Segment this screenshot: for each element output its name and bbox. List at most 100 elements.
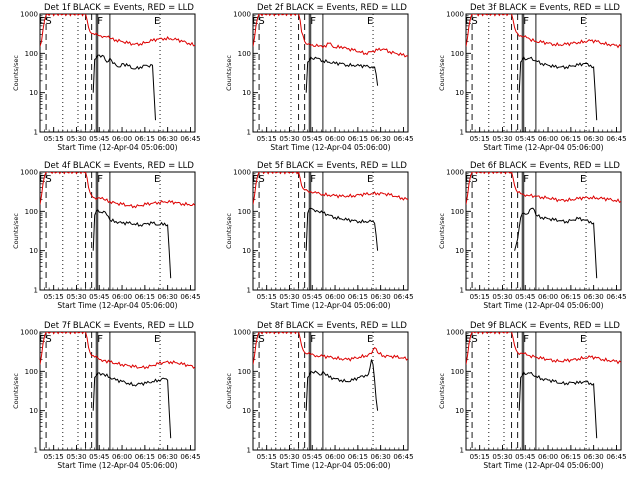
y-tick-label: 1000 xyxy=(20,11,38,19)
detector-panel-8: Det 8f BLACK = Events, RED = LLD 1 10 100 10… xyxy=(225,321,414,470)
x-tick-label: 05:45 xyxy=(515,453,535,461)
panel-title: Det 2f BLACK = Events, RED = LLD xyxy=(257,3,407,13)
y-tick-label: 10 xyxy=(455,247,464,255)
panel-title: Det 9f BLACK = Events, RED = LLD xyxy=(470,321,620,331)
x-tick-label: 05:45 xyxy=(89,135,109,143)
events-series-line xyxy=(305,207,379,251)
panel-title: Det 4f BLACK = Events, RED = LLD xyxy=(44,161,194,171)
x-tick-label: 05:45 xyxy=(515,293,535,301)
y-tick-label: 1 xyxy=(247,447,251,455)
y-axis-label: Counts/sec xyxy=(12,373,20,409)
plot-frame xyxy=(465,171,622,291)
y-tick-label: 100 xyxy=(451,368,464,376)
y-axis-label: Counts/sec xyxy=(225,373,233,409)
y-tick-label: 100 xyxy=(25,50,38,58)
plot-frame xyxy=(252,171,409,291)
x-tick-label: 06:15 xyxy=(348,293,368,301)
y-axis-label: Counts/sec xyxy=(225,213,233,249)
lld-series-line xyxy=(466,14,621,49)
marker-label-f: F xyxy=(97,334,103,345)
y-tick-label: 1 xyxy=(460,287,464,295)
x-tick-label: 06:30 xyxy=(158,135,178,143)
events-series-line xyxy=(305,359,379,411)
x-axis-label: Start Time (12-Apr-04 05:06:00) xyxy=(270,143,390,152)
x-tick-label: 06:00 xyxy=(112,293,132,301)
detector-panel-3: Det 3f BLACK = Events, RED = LLD 1 10 100 10… xyxy=(438,3,627,152)
x-tick-label: 05:15 xyxy=(44,135,64,143)
y-tick-label: 10 xyxy=(29,247,38,255)
lld-series-line xyxy=(253,14,408,58)
x-tick-label: 05:15 xyxy=(44,293,64,301)
marker-label-es: ES xyxy=(252,174,265,185)
x-tick-label: 06:15 xyxy=(348,453,368,461)
marker-label-e: E xyxy=(154,16,160,27)
marker-label-f: F xyxy=(523,334,529,345)
y-tick-label: 100 xyxy=(25,368,38,376)
marker-label-es: ES xyxy=(252,334,265,345)
x-tick-label: 06:30 xyxy=(158,293,178,301)
x-tick-label: 06:45 xyxy=(606,293,626,301)
plot-frame xyxy=(465,331,622,451)
y-tick-label: 1000 xyxy=(233,169,251,177)
x-tick-label: 05:30 xyxy=(492,293,512,301)
y-axis-label: Counts/sec xyxy=(225,55,233,91)
plot-frame xyxy=(465,13,622,133)
y-tick-label: 1 xyxy=(460,129,464,137)
x-tick-label: 06:00 xyxy=(112,453,132,461)
y-tick-label: 1 xyxy=(34,287,38,295)
y-tick-label: 1000 xyxy=(20,169,38,177)
y-tick-label: 1000 xyxy=(446,329,464,337)
x-tick-label: 05:30 xyxy=(66,135,86,143)
x-axis-label: Start Time (12-Apr-04 05:06:00) xyxy=(483,143,603,152)
lld-series-line xyxy=(253,332,408,365)
detector-panel-6: Det 6f BLACK = Events, RED = LLD 1 10 100 10… xyxy=(438,161,627,310)
panel-title: Det 1f BLACK = Events, RED = LLD xyxy=(44,3,194,13)
x-tick-label: 06:45 xyxy=(606,453,626,461)
marker-label-es: ES xyxy=(39,334,52,345)
x-tick-label: 05:30 xyxy=(492,135,512,143)
x-tick-label: 05:45 xyxy=(89,453,109,461)
marker-label-e: E xyxy=(154,334,160,345)
x-tick-label: 05:30 xyxy=(279,453,299,461)
x-axis-label: Start Time (12-Apr-04 05:06:00) xyxy=(57,301,177,310)
x-tick-label: 05:15 xyxy=(257,453,277,461)
panel-title: Det 7f BLACK = Events, RED = LLD xyxy=(44,321,194,331)
x-tick-label: 06:15 xyxy=(348,135,368,143)
x-tick-label: 06:15 xyxy=(561,293,581,301)
y-axis-label: Counts/sec xyxy=(12,213,20,249)
marker-label-f: F xyxy=(310,174,316,185)
events-series-line xyxy=(514,207,598,279)
x-tick-label: 06:00 xyxy=(538,293,558,301)
lld-series-line xyxy=(466,332,621,365)
marker-label-e: E xyxy=(367,174,373,185)
x-tick-label: 06:45 xyxy=(393,135,413,143)
x-tick-label: 06:00 xyxy=(325,453,345,461)
y-tick-label: 10 xyxy=(455,407,464,415)
marker-label-f: F xyxy=(523,16,529,27)
x-axis-label: Start Time (12-Apr-04 05:06:00) xyxy=(57,143,177,152)
x-tick-label: 05:15 xyxy=(470,453,490,461)
x-tick-label: 05:15 xyxy=(44,453,64,461)
x-axis-label: Start Time (12-Apr-04 05:06:00) xyxy=(270,301,390,310)
marker-label-e: E xyxy=(367,16,373,27)
y-axis-label: Counts/sec xyxy=(438,55,446,91)
y-tick-label: 1000 xyxy=(233,329,251,337)
x-tick-label: 06:00 xyxy=(325,293,345,301)
x-axis-label: Start Time (12-Apr-04 05:06:00) xyxy=(57,461,177,470)
y-tick-label: 10 xyxy=(242,247,251,255)
x-tick-label: 05:30 xyxy=(492,453,512,461)
y-axis-label: Counts/sec xyxy=(438,373,446,409)
x-tick-label: 05:30 xyxy=(66,453,86,461)
events-series-line xyxy=(518,56,598,121)
detector-panel-2: Det 2f BLACK = Events, RED = LLD 1 10 100 10… xyxy=(225,3,414,152)
marker-label-e: E xyxy=(154,174,160,185)
panel-title: Det 5f BLACK = Events, RED = LLD xyxy=(257,161,407,171)
events-series-line xyxy=(92,54,156,121)
x-tick-label: 06:30 xyxy=(371,453,391,461)
x-tick-label: 05:15 xyxy=(257,293,277,301)
detector-panel-9: Det 9f BLACK = Events, RED = LLD 1 10 100 10… xyxy=(438,321,627,470)
x-tick-label: 06:30 xyxy=(584,453,604,461)
x-tick-label: 06:15 xyxy=(135,135,155,143)
x-tick-label: 05:15 xyxy=(257,135,277,143)
lld-series-line xyxy=(40,172,195,209)
